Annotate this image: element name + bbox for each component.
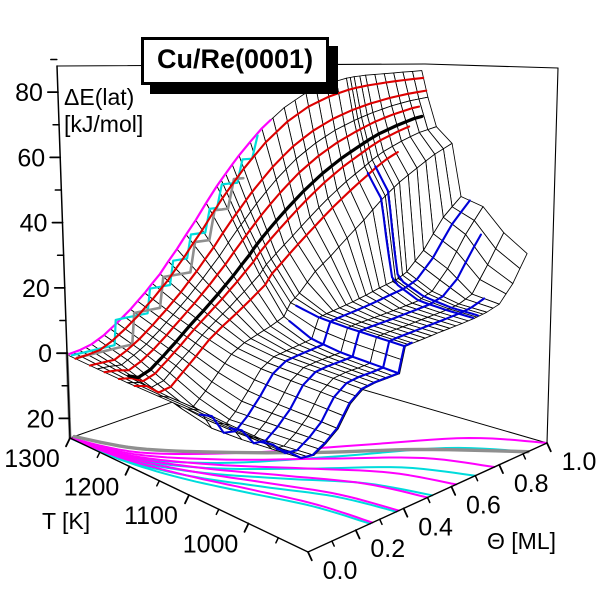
tick-label: 0 bbox=[38, 340, 52, 368]
proj-gray bbox=[72, 434, 530, 455]
tick-label: 0.8 bbox=[514, 470, 549, 498]
proj-magenta-2 bbox=[69, 437, 496, 468]
isotherm-red-3 bbox=[103, 105, 421, 374]
tick-label: 0.2 bbox=[370, 535, 405, 563]
tick-label: 0.0 bbox=[323, 557, 358, 585]
isotherm-red-4 bbox=[117, 125, 411, 383]
isotherm-red-1 bbox=[74, 76, 425, 360]
z-axis-title-line1: ΔE(lat) bbox=[64, 84, 135, 110]
plot-title: Cu/Re(0001) bbox=[157, 44, 314, 74]
step-blue-b bbox=[295, 304, 406, 348]
tick-label: 0.6 bbox=[466, 492, 501, 520]
step-blue-d bbox=[374, 165, 479, 317]
tick-label: 80 bbox=[15, 79, 43, 107]
edge-cyan bbox=[70, 134, 259, 357]
isotherm-red-2 bbox=[88, 89, 428, 367]
theta-axis-title: Θ [ML] bbox=[487, 528, 557, 554]
floor-projection-curves bbox=[69, 434, 548, 525]
z-axis: 80 60 40 20 0 20 bbox=[15, 58, 71, 439]
surface-mesh bbox=[66, 70, 528, 459]
edge-magenta bbox=[66, 118, 272, 356]
t-axis-title: T [K] bbox=[42, 508, 91, 534]
plot-title-box: Cu/Re(0001) bbox=[141, 37, 330, 85]
theta-axis: 0.0 0.2 0.4 0.6 0.8 1.0 bbox=[307, 442, 597, 585]
step-blue-a bbox=[288, 320, 400, 375]
edge-gray bbox=[76, 176, 245, 359]
tick-label: 1200 bbox=[64, 474, 120, 502]
proj-magenta-4 bbox=[69, 437, 429, 499]
tick-label: 60 bbox=[17, 144, 45, 172]
step-blue-c bbox=[366, 171, 475, 319]
proj-cyan-5 bbox=[69, 437, 372, 525]
tick-label: 40 bbox=[20, 210, 48, 238]
tick-label: 20 bbox=[27, 405, 55, 433]
tick-label: 1100 bbox=[124, 502, 178, 530]
isotherm-red-5 bbox=[133, 151, 399, 394]
tick-label: 20 bbox=[22, 275, 50, 303]
z-axis-title-line2: [kJ/mol] bbox=[64, 111, 144, 137]
proj-magenta-3 bbox=[69, 437, 458, 486]
transition-black bbox=[127, 114, 424, 380]
proj-magenta-6 bbox=[69, 437, 374, 524]
tick-label: 1.0 bbox=[562, 448, 597, 476]
proj-magenta-5 bbox=[69, 437, 400, 512]
tick-label: 0.4 bbox=[418, 513, 453, 541]
tick-label: 1300 bbox=[4, 445, 60, 473]
tick-label: 1000 bbox=[183, 531, 239, 559]
